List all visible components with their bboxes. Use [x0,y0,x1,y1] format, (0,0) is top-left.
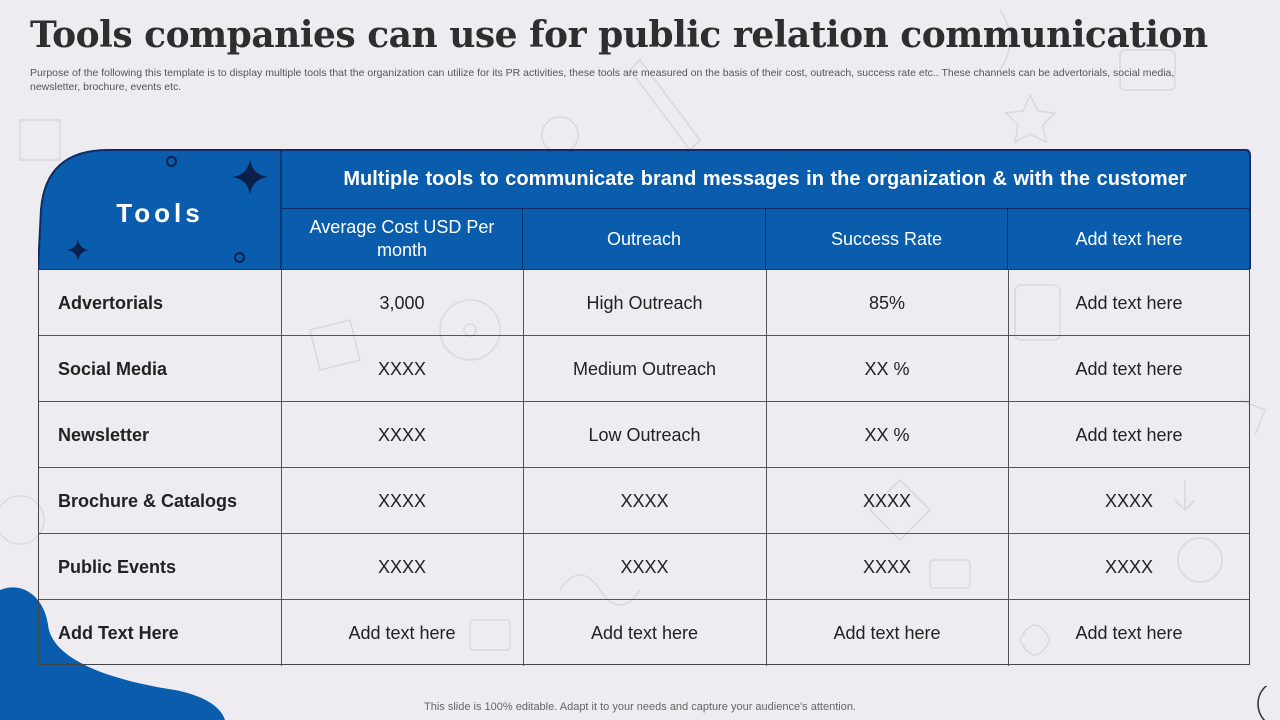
column-divider [523,270,524,666]
ring-icon [166,156,177,167]
table-row: Brochure & Catalogs XXXX XXXX XXXX XXXX [39,468,1251,534]
outreach-cell: XXXX [620,490,669,511]
tools-header-label: Tools [116,198,204,228]
success-rate-cell: XXXX [862,556,912,577]
column-header-extra: Add text here [1075,228,1183,249]
header-divider [282,208,1250,209]
tool-name-cell: Newsletter [58,424,150,445]
tool-name-cell: Add Text Here [58,622,179,643]
table-banner-title: Multiple tools to communicate brand mess… [343,167,1187,190]
header-column-divider [1007,209,1008,269]
sparkle-icon [232,159,268,195]
outreach-cell: XXXX [620,556,669,577]
tool-name-cell: Public Events [58,556,177,577]
ring-icon [234,252,245,263]
extra-cell: Add text here [1075,292,1183,313]
cost-cell: XXXX [377,556,427,577]
success-rate-cell: XXXX [862,490,912,511]
page-subtitle: Purpose of the following this template i… [30,67,1175,93]
column-header-success-rate: Success Rate [830,228,943,249]
page-title: Tools companies can use for public relat… [30,14,1208,56]
header-column-divider [522,209,523,269]
extra-cell: XXXX [1104,556,1154,577]
outreach-cell: Add text here [590,622,699,643]
column-header-outreach: Outreach [606,228,682,249]
cost-cell: XXXX [377,490,427,511]
success-rate-cell: XX % [864,424,910,445]
decorative-circle-icon [1257,686,1268,720]
cost-cell: 3,000 [379,292,425,313]
header-column-divider [765,209,766,269]
sparkle-icon [67,239,89,261]
row-divider [39,467,1249,468]
extra-cell: XXXX [1104,490,1154,511]
row-divider [39,533,1249,534]
footer-note: This slide is 100% editable. Adapt it to… [424,701,856,713]
column-divider [281,270,282,666]
table-header-background [38,149,1251,270]
success-rate-cell: XX % [864,358,910,379]
column-divider [766,270,767,666]
tool-name-cell: Social Media [58,358,168,379]
column-header-cost: Average Cost USD Per month [309,217,495,260]
table-row: Newsletter XXXX Low Outreach XX % Add te… [39,402,1251,468]
tool-name-cell: Brochure & Catalogs [58,490,238,511]
extra-cell: Add text here [1075,424,1183,445]
row-divider [39,599,1249,600]
outreach-cell: Medium Outreach [572,358,717,379]
decorative-blob [0,587,225,720]
success-rate-cell: 85% [868,292,906,313]
outreach-cell: Low Outreach [588,424,701,445]
row-divider [39,335,1249,336]
tools-table: Advertorials 3,000 High Outreach 85% Add… [38,269,1251,666]
table-row: Advertorials 3,000 High Outreach 85% Add… [39,270,1251,336]
outreach-cell: High Outreach [586,292,703,313]
table-row: Public Events XXXX XXXX XXXX XXXX [39,534,1251,600]
table-row: Add Text Here Add text here Add text her… [39,600,1251,666]
cost-cell: Add text here [348,622,456,643]
cost-cell: XXXX [377,424,427,445]
extra-cell: Add text here [1075,622,1183,643]
success-rate-cell: Add text here [833,622,941,643]
table-row: Social Media XXXX Medium Outreach XX % A… [39,336,1251,402]
extra-cell: Add text here [1075,358,1183,379]
tool-name-cell: Advertorials [58,292,164,313]
column-divider [1008,270,1009,666]
row-divider [39,401,1249,402]
cost-cell: XXXX [377,358,427,379]
